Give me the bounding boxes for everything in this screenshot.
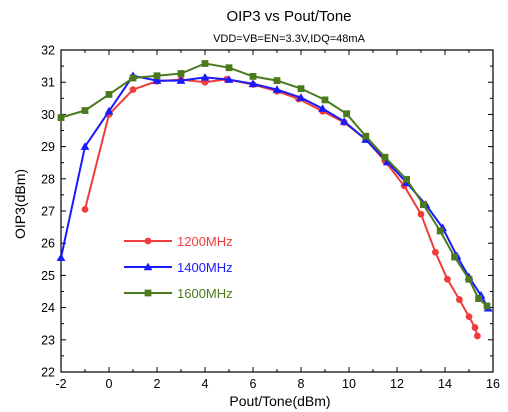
data-point bbox=[80, 142, 90, 150]
series-layer bbox=[56, 60, 493, 340]
data-point bbox=[339, 117, 349, 125]
legend: 1200MHz 1400MHz 1600MHz bbox=[124, 234, 233, 301]
series-line bbox=[84, 78, 479, 337]
y-tick-label: 28 bbox=[41, 172, 55, 186]
series-1600MHz bbox=[57, 60, 491, 310]
data-point bbox=[56, 253, 66, 261]
y-tick-label: 24 bbox=[41, 301, 55, 315]
y-tick-label: 29 bbox=[41, 140, 55, 154]
data-point bbox=[176, 76, 186, 84]
chart-subtitle: VDD=VB=EN=3.3V,IDQ=48mA bbox=[213, 33, 366, 45]
data-point bbox=[465, 313, 473, 321]
data-point bbox=[383, 157, 392, 166]
y-tick-label: 25 bbox=[41, 269, 55, 283]
y-tick-label: 23 bbox=[41, 333, 55, 347]
legend-marker bbox=[144, 289, 152, 297]
data-point bbox=[81, 205, 89, 213]
series-line bbox=[60, 62, 488, 307]
legend-item: 1600MHz bbox=[124, 286, 233, 301]
y-tick-label: 27 bbox=[41, 205, 55, 219]
y-tick-label: 26 bbox=[41, 237, 55, 251]
x-tick-label: 4 bbox=[202, 377, 209, 391]
x-tick-label: 2 bbox=[154, 377, 161, 391]
x-tick-label: 12 bbox=[390, 377, 404, 391]
data-point bbox=[129, 74, 137, 82]
data-point bbox=[224, 75, 234, 83]
x-tick-label: 10 bbox=[342, 377, 356, 391]
legend-marker bbox=[143, 262, 153, 271]
data-point bbox=[417, 210, 425, 218]
data-point bbox=[177, 70, 185, 77]
data-point bbox=[225, 64, 233, 72]
y-tick-label: 32 bbox=[41, 44, 55, 58]
x-axis-label: Pout/Tone(dBm) bbox=[229, 393, 330, 409]
data-point bbox=[153, 72, 161, 80]
data-point bbox=[381, 153, 389, 161]
x-tick-label: 14 bbox=[438, 377, 452, 391]
data-point bbox=[129, 86, 137, 94]
data-point bbox=[105, 91, 113, 98]
data-point bbox=[152, 76, 162, 84]
data-point bbox=[57, 114, 65, 122]
x-tick-label: -2 bbox=[55, 377, 66, 391]
chart-title: OIP3 vs Pout/Tone bbox=[226, 8, 351, 25]
data-point bbox=[420, 201, 427, 208]
data-point bbox=[249, 73, 257, 80]
legend-marker bbox=[144, 237, 152, 245]
y-tick-label: 31 bbox=[41, 76, 55, 90]
data-point bbox=[451, 253, 458, 261]
data-point bbox=[248, 79, 258, 88]
data-point bbox=[321, 96, 329, 104]
data-point bbox=[343, 110, 350, 118]
data-point bbox=[456, 296, 463, 303]
data-point bbox=[362, 132, 370, 140]
x-tick-label: 8 bbox=[298, 377, 305, 391]
data-point bbox=[465, 275, 473, 283]
legend-label: 1400MHz bbox=[177, 260, 233, 275]
legend-item: 1200MHz bbox=[124, 234, 233, 249]
x-axis: -2 0 2 4 6 8 10 12 14 16 bbox=[55, 50, 500, 391]
y-axis: 22 23 24 25 26 27 28 29 30 31 32 bbox=[41, 44, 493, 380]
data-point bbox=[403, 176, 410, 183]
x-tick-label: 0 bbox=[106, 377, 113, 391]
legend-label: 1200MHz bbox=[177, 234, 233, 249]
data-point bbox=[297, 85, 305, 93]
legend-item: 1400MHz bbox=[124, 260, 233, 275]
data-point bbox=[273, 77, 281, 84]
data-point bbox=[200, 72, 210, 81]
y-axis-label: OIP3(dBm) bbox=[12, 169, 28, 239]
data-point bbox=[436, 227, 444, 235]
x-tick-label: 16 bbox=[486, 377, 500, 391]
y-tick-label: 22 bbox=[41, 366, 55, 380]
x-tick-label: 6 bbox=[250, 377, 257, 391]
data-point bbox=[318, 104, 327, 112]
data-point bbox=[475, 295, 482, 302]
data-point bbox=[81, 107, 89, 114]
data-point bbox=[471, 324, 479, 331]
data-point bbox=[444, 275, 451, 283]
data-point bbox=[474, 332, 481, 340]
data-point bbox=[201, 60, 209, 67]
data-point bbox=[272, 85, 282, 93]
series-1400MHz bbox=[56, 71, 493, 312]
data-point bbox=[296, 93, 306, 101]
data-point bbox=[432, 248, 439, 256]
y-tick-label: 30 bbox=[41, 108, 55, 122]
data-point bbox=[104, 106, 114, 115]
data-point bbox=[483, 302, 491, 310]
legend-label: 1600MHz bbox=[177, 286, 233, 301]
series-line bbox=[60, 74, 490, 309]
